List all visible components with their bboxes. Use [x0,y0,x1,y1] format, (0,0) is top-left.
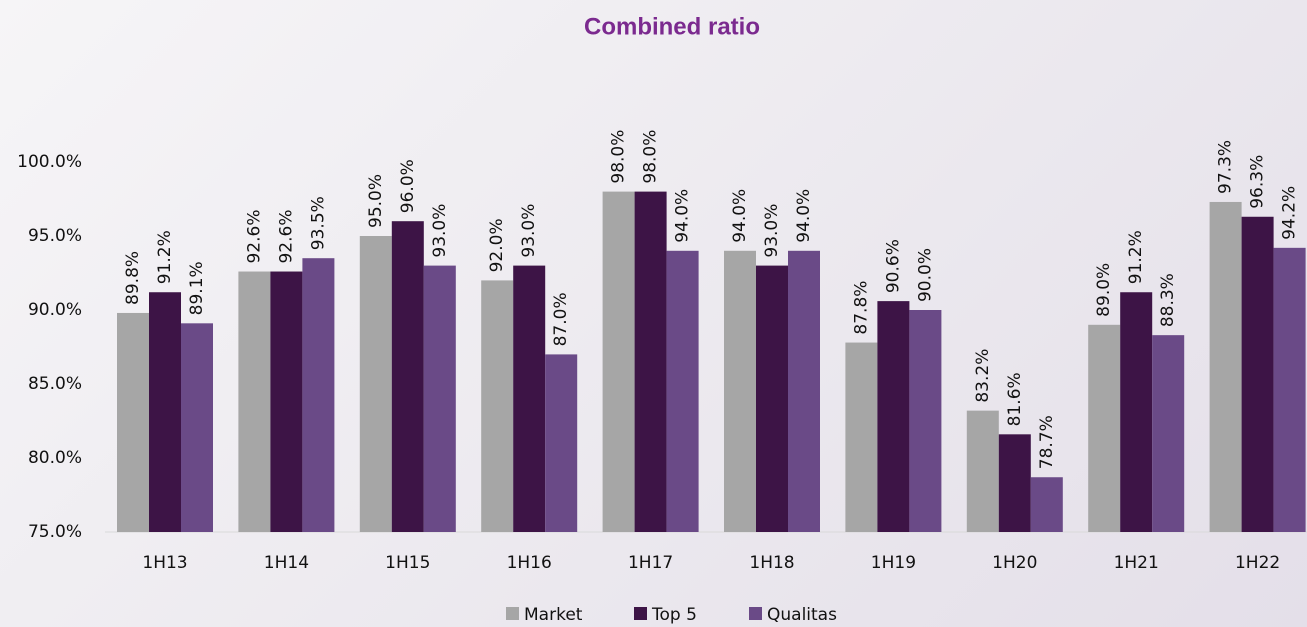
bar [724,250,756,533]
data-label: 96.3% [1248,155,1268,209]
data-label: 92.0% [487,218,507,272]
x-tick-label: 1H13 [142,553,187,573]
bar [909,310,942,532]
bar [545,354,578,532]
data-label: 92.6% [276,210,296,264]
bar [1209,201,1242,532]
bar [481,280,514,532]
bar [1088,324,1121,532]
data-label: 78.7% [1037,415,1057,469]
bar [666,250,699,533]
x-tick-label: 1H15 [385,553,430,573]
data-label: 88.3% [1158,273,1178,327]
bar [302,258,335,532]
data-label: 93.5% [308,196,328,250]
bar [1241,216,1274,532]
data-label: 89.0% [1094,263,1114,317]
y-tick-label: 100.0% [17,152,82,172]
bar [845,342,878,532]
bar [117,312,149,532]
bar [1273,247,1306,532]
data-label: 89.8% [123,251,143,305]
legend-swatch [506,607,519,620]
data-label: 97.3% [1216,140,1236,194]
chart-title: Combined ratio [584,13,760,40]
legend-label: Qualitas [767,605,837,625]
data-label: 92.6% [244,210,264,264]
bar [270,271,303,532]
bar [238,271,271,532]
x-tick-label: 1H19 [871,553,916,573]
data-label: 91.2% [155,230,175,284]
data-label: 83.2% [973,349,993,403]
data-label: 94.0% [794,189,814,243]
x-tick-label: 1H20 [992,553,1037,573]
data-label: 93.0% [430,204,450,258]
data-label: 90.6% [883,239,903,293]
y-tick-label: 80.0% [28,448,82,468]
data-label: 98.0% [609,130,629,184]
bar [513,265,546,532]
x-tick-label: 1H22 [1235,553,1280,573]
bar [634,191,667,532]
bar [1152,335,1185,532]
y-tick-label: 85.0% [28,374,82,394]
legend-swatch [634,607,647,620]
bar [966,410,999,532]
x-tick-label: 1H14 [264,553,309,573]
data-label: 87.0% [551,292,571,346]
data-label: 81.6% [1005,372,1025,426]
data-label: 93.0% [762,204,782,258]
data-label: 94.0% [730,189,750,243]
legend-label: Top 5 [651,605,697,625]
data-label: 90.0% [915,248,935,302]
x-tick-label: 1H21 [1114,553,1159,573]
bar [149,292,181,532]
y-tick-label: 75.0% [28,522,82,542]
bar [877,301,910,532]
legend-label: Market [524,605,583,625]
data-label: 87.8% [851,281,871,335]
bar [181,323,213,532]
data-label: 91.2% [1126,230,1146,284]
data-label: 95.0% [366,174,386,228]
data-label: 94.2% [1280,186,1300,240]
bar [602,191,635,532]
legend-swatch [749,607,762,620]
data-label: 96.0% [398,159,418,213]
bar [998,434,1031,532]
bar [391,221,424,532]
x-tick-label: 1H16 [507,553,552,573]
bar [1030,477,1063,532]
y-tick-label: 95.0% [28,226,82,246]
bar [788,250,820,533]
data-label: 93.0% [519,204,539,258]
x-tick-label: 1H17 [628,553,673,573]
bar [423,265,456,532]
data-label: 94.0% [673,189,693,243]
x-tick-label: 1H18 [749,553,794,573]
data-label: 98.0% [641,130,661,184]
data-label: 89.1% [187,261,207,315]
bar [756,265,788,532]
y-tick-label: 90.0% [28,300,82,320]
bar [359,236,392,532]
bar [1120,292,1153,532]
